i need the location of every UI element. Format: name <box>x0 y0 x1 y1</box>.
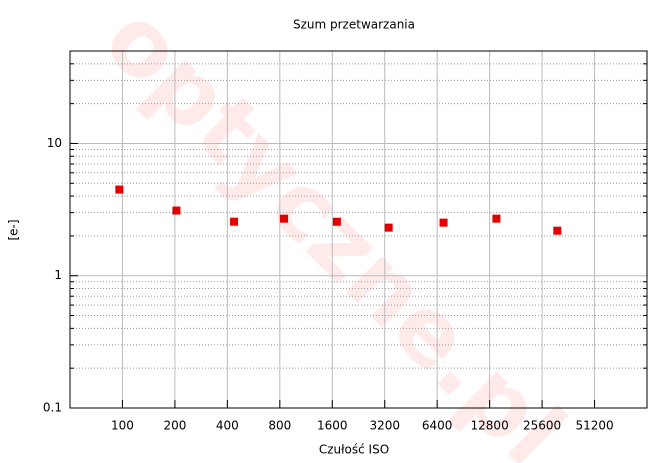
point <box>553 226 562 235</box>
point <box>439 218 448 227</box>
point <box>384 223 393 232</box>
y-tick-label: 10 <box>47 136 62 150</box>
x-tick-label: 1600 <box>317 419 348 433</box>
x-tick-label: 100 <box>111 419 134 433</box>
plot-frame <box>69 50 648 409</box>
chart-title: Szum przetwarzania <box>293 18 415 32</box>
x-axis-label: Czułość ISO <box>319 443 389 457</box>
point <box>230 217 239 226</box>
point <box>115 185 124 194</box>
point <box>492 214 501 223</box>
x-tick-label: 400 <box>216 419 239 433</box>
x-tick-label: 800 <box>268 419 291 433</box>
y-tick-label: 1 <box>54 268 62 282</box>
x-tick-label: 51200 <box>575 419 613 433</box>
point <box>280 214 289 223</box>
x-tick-label: 200 <box>163 419 186 433</box>
y-tick-label: 0.1 <box>43 401 62 415</box>
point <box>332 217 341 226</box>
x-tick-label: 3200 <box>369 419 400 433</box>
watermark: optyczne.pl <box>84 0 585 463</box>
y-axis-label: [e-] <box>7 219 21 240</box>
x-tick-label: 25600 <box>523 419 561 433</box>
x-tick-label: 6400 <box>422 419 453 433</box>
point <box>172 206 181 215</box>
x-tick-label: 12800 <box>471 419 509 433</box>
